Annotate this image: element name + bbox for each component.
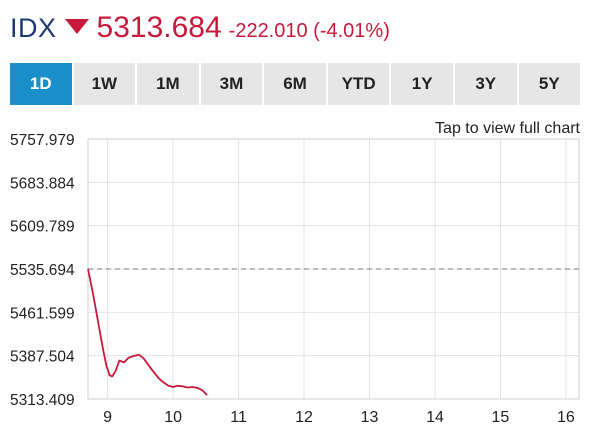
tab-5y[interactable]: 5Y bbox=[518, 63, 581, 105]
tab-1m[interactable]: 1M bbox=[137, 63, 201, 105]
y-tick-label: 5535.694 bbox=[10, 262, 75, 279]
x-tick-label: 9 bbox=[103, 409, 112, 426]
chart-series-layer bbox=[87, 268, 208, 396]
tab-label: 3M bbox=[219, 74, 244, 93]
quote-header: IDX 5313.684 -222.010 (-4.01%) bbox=[10, 8, 390, 48]
tab-label: 6M bbox=[283, 74, 307, 93]
tab-label: 1Y bbox=[411, 74, 433, 93]
down-triangle-icon bbox=[64, 18, 89, 34]
timeframe-tabs: 1D 1W 1M 3M 6M YTD 1Y 3Y 5Y bbox=[10, 63, 581, 105]
tab-label: 3Y bbox=[475, 74, 497, 93]
tab-label: YTD bbox=[341, 74, 376, 93]
tab-3m[interactable]: 3M bbox=[200, 63, 265, 105]
x-tick-label: 14 bbox=[426, 409, 444, 426]
tab-label: 5Y bbox=[538, 74, 560, 93]
tab-label: 1M bbox=[156, 74, 180, 93]
y-tick-label: 5609.789 bbox=[10, 219, 75, 236]
price-line bbox=[87, 268, 208, 396]
full-chart-link[interactable]: Tap to view full chart bbox=[435, 120, 580, 137]
x-tick-label: 11 bbox=[230, 409, 247, 426]
tab-1y[interactable]: 1Y bbox=[391, 63, 455, 105]
x-tick-label: 16 bbox=[557, 409, 575, 426]
x-tick-label: 10 bbox=[164, 409, 182, 426]
y-tick-label: 5683.884 bbox=[10, 175, 75, 192]
index-symbol: IDX bbox=[10, 12, 57, 43]
tab-6m[interactable]: 6M bbox=[264, 63, 328, 105]
tab-3y[interactable]: 3Y bbox=[454, 63, 519, 105]
tab-label: 1W bbox=[91, 74, 118, 93]
tab-1w[interactable]: 1W bbox=[73, 63, 138, 105]
last-price: 5313.684 bbox=[96, 11, 222, 44]
y-tick-label: 5387.504 bbox=[10, 349, 75, 366]
y-axis: 5757.979 5683.884 5609.789 5535.694 5461.599… bbox=[10, 132, 75, 409]
tab-ytd[interactable]: YTD bbox=[327, 63, 392, 105]
y-tick-label: 5461.599 bbox=[10, 305, 75, 322]
y-tick-label: 5757.979 bbox=[10, 132, 75, 149]
y-tick-label: 5313.409 bbox=[10, 392, 75, 409]
tab-1d[interactable]: 1D bbox=[10, 63, 74, 105]
x-tick-label: 15 bbox=[492, 409, 510, 426]
price-change: -222.010 (-4.01%) bbox=[228, 19, 390, 42]
x-tick-label: 13 bbox=[361, 409, 379, 426]
x-tick-label: 12 bbox=[295, 409, 313, 426]
tab-label: 1D bbox=[29, 74, 52, 93]
x-axis: 9 10 11 12 13 14 15 16 bbox=[103, 409, 575, 426]
